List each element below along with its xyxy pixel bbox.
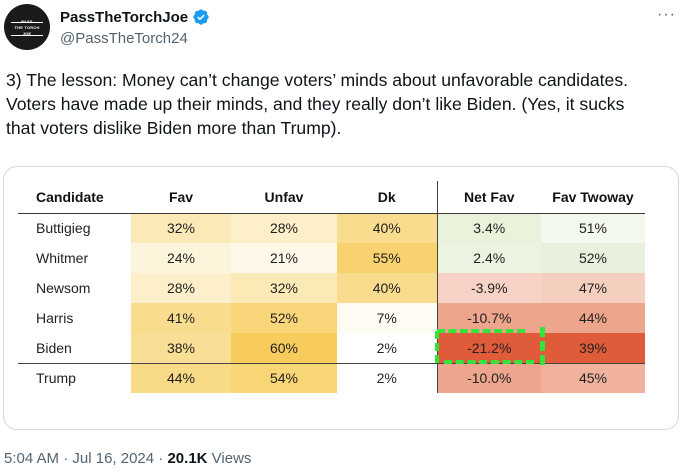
cell-candidate: Whitmer [18, 243, 131, 273]
cell-candidate: Trump [18, 362, 131, 393]
cell-net-fav: -21.2% [436, 333, 541, 363]
cell-fav: 44% [131, 362, 231, 393]
tweet-date[interactable]: Jul 16, 2024 [72, 450, 155, 467]
cell-net-fav: -10.0% [436, 362, 541, 393]
column-header-unfav: Unfav [231, 181, 337, 214]
cell-fav-twoway: 47% [541, 273, 645, 303]
cell-candidate: Biden [18, 333, 131, 363]
table-row: Harris 41% 52% 7% -10.7% 44% [18, 303, 645, 333]
cell-unfav: 21% [231, 243, 337, 273]
avatar-logo-bars [11, 22, 43, 36]
cell-candidate: Newsom [18, 273, 131, 303]
tweet-time[interactable]: 5:04 AM [4, 450, 60, 467]
avatar-logo-line-2: THE TORCH [14, 25, 40, 30]
table-row: Newsom 28% 32% 40% -3.9% 47% [18, 273, 645, 303]
views-label: Views [211, 450, 252, 467]
table-header-row: Candidate Fav Unfav Dk Net Fav Fav Twowa… [18, 181, 645, 214]
cell-dk: 7% [337, 303, 437, 333]
cell-fav-twoway: 39% [541, 333, 645, 363]
cell-fav: 41% [131, 303, 231, 333]
avatar-logo-line-1: PASS [21, 19, 33, 24]
table-row: Trump 44% 54% 2% -10.0% 45% [18, 362, 645, 393]
author-handle[interactable]: @PassTheTorch24 [60, 30, 188, 47]
cell-fav: 38% [131, 333, 231, 363]
highlight-dash-left [435, 331, 439, 363]
cell-net-fav: -3.9% [436, 273, 541, 303]
cell-net-fav: 2.4% [436, 243, 541, 273]
tweet-header: PASS THE TORCH JOE PassTheTorchJoe @Pass… [4, 4, 678, 52]
table-row: Biden 38% 60% 2% -21.2% 39% [18, 333, 645, 363]
cell-dk: 40% [337, 273, 437, 303]
verified-badge-icon[interactable] [192, 8, 210, 26]
favorability-table: Candidate Fav Unfav Dk Net Fav Fav Twowa… [18, 181, 645, 393]
tweet-media-image[interactable]: Candidate Fav Unfav Dk Net Fav Fav Twowa… [3, 166, 679, 430]
cell-candidate: Harris [18, 303, 131, 333]
avatar[interactable]: PASS THE TORCH JOE [4, 4, 50, 50]
views-count: 20.1K [167, 450, 208, 467]
cell-fav-twoway: 44% [541, 303, 645, 333]
column-header-net-fav: Net Fav [436, 181, 541, 214]
cell-unfav: 54% [231, 362, 337, 393]
column-header-fav: Fav [131, 181, 231, 214]
tweet-text: 3) The lesson: Money can’t change voters… [6, 70, 629, 138]
cell-dk: 2% [337, 333, 437, 363]
highlight-dash-bottom [444, 360, 534, 364]
cell-fav-twoway: 52% [541, 243, 645, 273]
table-row: Buttigieg 32% 28% 40% 3.4% 51% [18, 213, 645, 243]
cell-candidate: Buttigieg [18, 213, 131, 243]
column-header-dk: Dk [337, 181, 437, 214]
cell-dk: 55% [337, 243, 437, 273]
cell-fav: 32% [131, 213, 231, 243]
cell-dk: 2% [337, 362, 437, 393]
cell-unfav: 32% [231, 273, 337, 303]
cell-fav-twoway: 45% [541, 362, 645, 393]
cell-fav-twoway: 51% [541, 213, 645, 243]
highlight-dash-right [540, 327, 545, 365]
meta-separator: · [158, 450, 164, 467]
cell-unfav: 28% [231, 213, 337, 243]
author-name-row: PassTheTorchJoe [60, 7, 210, 27]
column-header-fav-twoway: Fav Twoway [541, 181, 645, 214]
cell-unfav: 52% [231, 303, 337, 333]
table-body: Buttigieg 32% 28% 40% 3.4% 51% Whitmer 24% 21% 55… [18, 213, 645, 393]
author-display-name[interactable]: PassTheTorchJoe [60, 8, 189, 26]
cell-unfav: 60% [231, 333, 337, 363]
cell-net-fav: -10.7% [436, 303, 541, 333]
tweet-meta: 5:04 AM · Jul 16, 2024 · 20.1K Views [4, 450, 251, 467]
more-options-icon[interactable]: ··· [657, 6, 676, 23]
avatar-logo-line-3: JOE [22, 31, 32, 36]
cell-fav: 24% [131, 243, 231, 273]
cell-fav: 28% [131, 273, 231, 303]
meta-separator: · [63, 450, 69, 467]
highlight-dash-top [437, 329, 525, 333]
column-header-candidate: Candidate [18, 181, 131, 214]
cell-net-fav: 3.4% [436, 213, 541, 243]
cell-dk: 40% [337, 213, 437, 243]
table-row: Whitmer 24% 21% 55% 2.4% 52% [18, 243, 645, 273]
